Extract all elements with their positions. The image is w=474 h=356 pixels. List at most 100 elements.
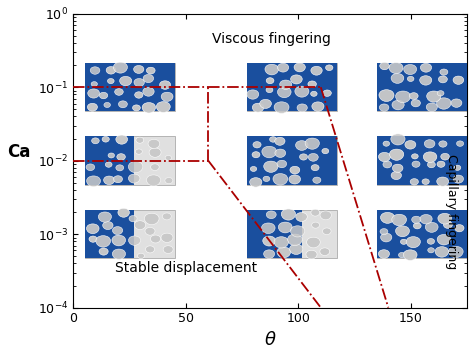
Ellipse shape [383, 161, 392, 168]
Ellipse shape [391, 134, 405, 145]
Ellipse shape [104, 176, 115, 185]
Ellipse shape [311, 66, 322, 75]
Ellipse shape [439, 141, 447, 147]
Ellipse shape [401, 239, 407, 244]
Ellipse shape [410, 179, 419, 185]
Ellipse shape [288, 234, 302, 246]
Ellipse shape [413, 223, 421, 229]
Ellipse shape [403, 250, 417, 261]
Ellipse shape [455, 225, 464, 232]
Ellipse shape [163, 213, 171, 220]
Bar [84, 63, 174, 111]
Bar [246, 210, 337, 258]
Ellipse shape [270, 137, 277, 142]
Ellipse shape [391, 172, 401, 180]
Ellipse shape [379, 90, 394, 101]
Ellipse shape [454, 165, 461, 171]
Ellipse shape [412, 161, 420, 167]
Ellipse shape [322, 228, 331, 235]
Ellipse shape [289, 175, 301, 184]
Ellipse shape [143, 74, 154, 83]
Bar [377, 210, 467, 258]
Ellipse shape [145, 213, 159, 225]
Ellipse shape [136, 137, 144, 143]
Bar [246, 210, 302, 258]
Ellipse shape [396, 91, 410, 103]
Ellipse shape [407, 76, 414, 82]
Ellipse shape [156, 102, 170, 112]
Ellipse shape [266, 211, 276, 219]
Ellipse shape [428, 162, 435, 168]
Ellipse shape [308, 153, 318, 161]
Ellipse shape [277, 247, 291, 258]
Ellipse shape [274, 102, 289, 114]
Ellipse shape [145, 227, 155, 235]
Ellipse shape [440, 69, 448, 75]
Y-axis label: Ca: Ca [7, 143, 30, 161]
Ellipse shape [103, 221, 113, 230]
Ellipse shape [146, 175, 161, 186]
Ellipse shape [308, 81, 317, 88]
Ellipse shape [380, 229, 388, 235]
Ellipse shape [426, 103, 438, 112]
Ellipse shape [128, 236, 141, 245]
Ellipse shape [86, 224, 99, 234]
Ellipse shape [108, 153, 115, 158]
Text: Stable displacement: Stable displacement [115, 261, 257, 275]
Ellipse shape [320, 248, 330, 256]
Ellipse shape [441, 153, 449, 160]
Ellipse shape [305, 138, 319, 149]
Ellipse shape [427, 239, 435, 244]
Ellipse shape [275, 137, 285, 145]
Ellipse shape [87, 176, 100, 187]
Bar [84, 210, 134, 258]
Ellipse shape [134, 79, 145, 87]
Ellipse shape [136, 149, 142, 154]
Ellipse shape [404, 64, 417, 75]
Ellipse shape [112, 235, 126, 246]
Ellipse shape [260, 99, 272, 109]
Ellipse shape [297, 104, 307, 112]
Ellipse shape [265, 64, 279, 75]
Bar [377, 136, 467, 185]
Ellipse shape [128, 174, 140, 183]
Ellipse shape [278, 222, 292, 233]
Ellipse shape [437, 98, 451, 109]
Bar [84, 136, 134, 185]
Ellipse shape [161, 92, 173, 101]
Ellipse shape [98, 212, 111, 222]
Ellipse shape [310, 91, 317, 96]
Text: Capillary fingering: Capillary fingering [445, 155, 458, 270]
Bar [84, 63, 174, 111]
Ellipse shape [253, 142, 261, 148]
Ellipse shape [86, 164, 95, 171]
Bar [377, 210, 467, 258]
Ellipse shape [112, 249, 126, 260]
Ellipse shape [96, 236, 110, 247]
Ellipse shape [420, 63, 432, 72]
Ellipse shape [405, 141, 416, 149]
Ellipse shape [410, 93, 418, 99]
Ellipse shape [291, 75, 302, 84]
Ellipse shape [392, 214, 407, 226]
Ellipse shape [438, 213, 452, 224]
Ellipse shape [381, 233, 392, 242]
Ellipse shape [146, 246, 155, 253]
Ellipse shape [105, 162, 112, 167]
Ellipse shape [406, 237, 420, 248]
Ellipse shape [294, 63, 305, 72]
Ellipse shape [266, 78, 274, 84]
Ellipse shape [311, 164, 319, 171]
Ellipse shape [437, 235, 451, 245]
Ellipse shape [161, 233, 173, 242]
Text: Viscous fingering: Viscous fingering [212, 32, 331, 46]
Ellipse shape [277, 160, 287, 168]
Ellipse shape [91, 138, 99, 144]
Ellipse shape [277, 63, 289, 72]
Ellipse shape [323, 90, 331, 96]
Ellipse shape [142, 103, 155, 113]
Ellipse shape [392, 100, 404, 110]
Ellipse shape [266, 87, 273, 93]
Ellipse shape [311, 209, 320, 216]
Ellipse shape [116, 165, 124, 171]
